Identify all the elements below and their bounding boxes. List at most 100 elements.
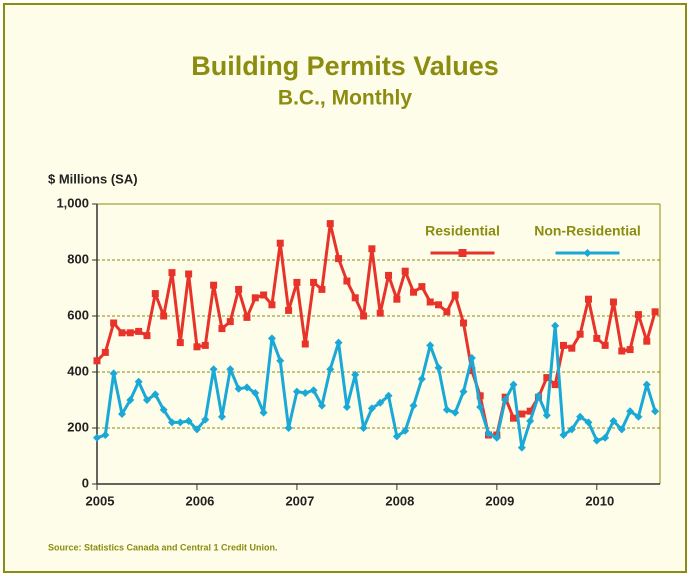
data-point bbox=[618, 347, 626, 355]
data-point bbox=[393, 295, 401, 303]
data-point bbox=[626, 346, 634, 354]
data-point bbox=[326, 365, 335, 374]
data-point bbox=[293, 278, 301, 286]
source-note: Source: Statistics Canada and Central 1 … bbox=[48, 542, 278, 552]
data-point bbox=[260, 291, 268, 299]
data-point bbox=[410, 288, 418, 296]
data-point bbox=[209, 365, 218, 374]
data-point bbox=[418, 283, 426, 291]
data-point bbox=[176, 418, 185, 427]
legend-label: Non-Residential bbox=[534, 223, 641, 239]
data-point bbox=[484, 429, 493, 438]
data-point bbox=[301, 340, 309, 348]
data-point bbox=[509, 380, 518, 389]
data-point bbox=[259, 408, 268, 417]
data-point bbox=[243, 313, 251, 321]
data-point bbox=[351, 294, 359, 302]
data-point bbox=[460, 319, 468, 327]
data-point bbox=[126, 329, 134, 337]
data-point bbox=[626, 407, 635, 416]
data-point bbox=[334, 338, 343, 347]
data-point bbox=[285, 306, 293, 314]
data-point bbox=[642, 380, 651, 389]
data-point bbox=[534, 391, 543, 400]
x-tick-label: 2009 bbox=[485, 493, 514, 508]
data-point bbox=[368, 245, 376, 253]
data-point bbox=[601, 341, 609, 349]
data-point bbox=[592, 436, 601, 445]
data-point bbox=[559, 341, 567, 349]
data-point bbox=[226, 365, 235, 374]
data-point bbox=[359, 424, 368, 432]
y-axis-label: $ Millions (SA) bbox=[48, 171, 138, 186]
data-point bbox=[360, 312, 368, 320]
data-point bbox=[235, 285, 243, 293]
data-point bbox=[426, 298, 434, 306]
data-point bbox=[93, 433, 101, 442]
data-point bbox=[117, 410, 126, 418]
data-point bbox=[276, 239, 284, 247]
data-point bbox=[276, 356, 285, 365]
y-tick-label: 400 bbox=[67, 363, 89, 378]
data-point bbox=[526, 417, 535, 425]
data-point bbox=[251, 389, 260, 397]
data-point bbox=[242, 383, 251, 392]
data-point bbox=[476, 392, 484, 400]
data-point bbox=[559, 431, 568, 439]
frame bbox=[3, 3, 687, 573]
data-point bbox=[268, 301, 276, 309]
data-point bbox=[384, 391, 393, 400]
data-point bbox=[101, 431, 110, 439]
data-point bbox=[435, 301, 443, 309]
legend-marker bbox=[458, 249, 467, 257]
data-point bbox=[467, 354, 476, 362]
data-point bbox=[401, 267, 409, 275]
y-tick-label: 800 bbox=[67, 251, 89, 266]
data-point bbox=[568, 344, 576, 352]
data-point bbox=[176, 339, 184, 347]
data-point bbox=[584, 295, 592, 303]
data-point bbox=[143, 332, 151, 340]
chart-subtitle: B.C., Monthly bbox=[278, 87, 412, 110]
data-point bbox=[159, 405, 168, 414]
data-point bbox=[459, 387, 468, 396]
data-point bbox=[576, 330, 584, 338]
data-point bbox=[342, 403, 351, 411]
y-tick-label: 200 bbox=[67, 419, 89, 434]
legend-label: Residential bbox=[425, 223, 500, 239]
data-point bbox=[184, 417, 193, 425]
data-point bbox=[451, 408, 460, 417]
data-point bbox=[326, 220, 334, 228]
data-point bbox=[434, 363, 443, 372]
data-point bbox=[417, 375, 426, 383]
data-point bbox=[451, 291, 459, 299]
series-line bbox=[95, 222, 657, 437]
y-tick-label: 600 bbox=[67, 307, 89, 322]
data-point bbox=[110, 319, 118, 327]
data-point bbox=[318, 285, 326, 293]
data-point bbox=[309, 386, 318, 395]
data-point bbox=[192, 425, 201, 434]
data-point bbox=[651, 308, 659, 316]
x-tick-label: 2007 bbox=[285, 493, 314, 508]
data-point bbox=[167, 418, 176, 427]
data-point bbox=[251, 294, 259, 302]
data-point bbox=[526, 407, 534, 415]
data-point bbox=[576, 412, 585, 421]
data-point bbox=[343, 277, 351, 285]
data-point bbox=[118, 329, 126, 337]
data-point bbox=[501, 396, 510, 404]
data-point bbox=[385, 271, 393, 279]
data-point bbox=[609, 298, 617, 306]
data-point bbox=[101, 348, 109, 356]
data-point bbox=[551, 381, 559, 389]
data-point bbox=[518, 410, 526, 418]
data-point bbox=[409, 401, 418, 410]
data-point bbox=[93, 357, 101, 365]
data-point bbox=[367, 404, 376, 413]
data-point bbox=[392, 432, 401, 441]
data-point bbox=[601, 433, 610, 442]
data-point bbox=[201, 341, 209, 349]
data-point bbox=[218, 325, 226, 333]
